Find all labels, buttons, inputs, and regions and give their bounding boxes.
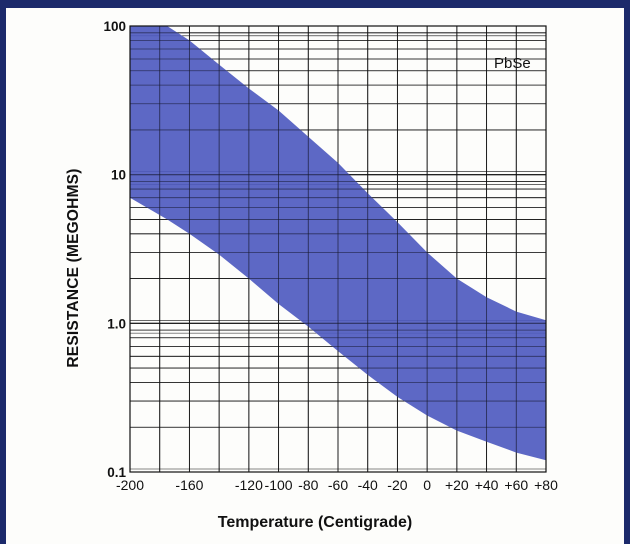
y-tick-label: 10 — [111, 168, 126, 183]
x-tick-label: -100 — [265, 477, 293, 493]
x-axis-label: Temperature (Centigrade) — [217, 514, 413, 531]
x-tick-label: -20 — [387, 477, 407, 493]
y-tick-label: 0.1 — [107, 465, 126, 480]
y-tick-label: 100 — [103, 19, 126, 34]
x-tick-label: -160 — [175, 477, 203, 493]
x-tick-label: +60 — [504, 477, 528, 493]
x-tick-label: +40 — [475, 477, 499, 493]
x-tick-label: -60 — [328, 477, 348, 493]
x-tick-label: +80 — [534, 477, 558, 493]
y-tick-labels: 100 10 1.0 0.1 — [103, 19, 126, 480]
x-tick-label: -80 — [298, 477, 318, 493]
plot-border — [129, 25, 547, 473]
x-tick-label: -40 — [358, 477, 378, 493]
x-tick-labels: -200 -160 -120 -100 -80 -60 -40 -20 0 +20 +40 +60 +8… — [116, 477, 558, 493]
y-axis-label: RESISTANCE (MEGOHMS) — [65, 168, 82, 368]
x-tick-label: -120 — [235, 477, 263, 493]
y-tick-label: 1.0 — [107, 316, 126, 331]
x-tick-label: 0 — [423, 477, 431, 493]
x-tick-label: -200 — [116, 477, 144, 493]
material-annotation: PbSe — [494, 55, 531, 72]
x-tick-label: +20 — [445, 477, 469, 493]
